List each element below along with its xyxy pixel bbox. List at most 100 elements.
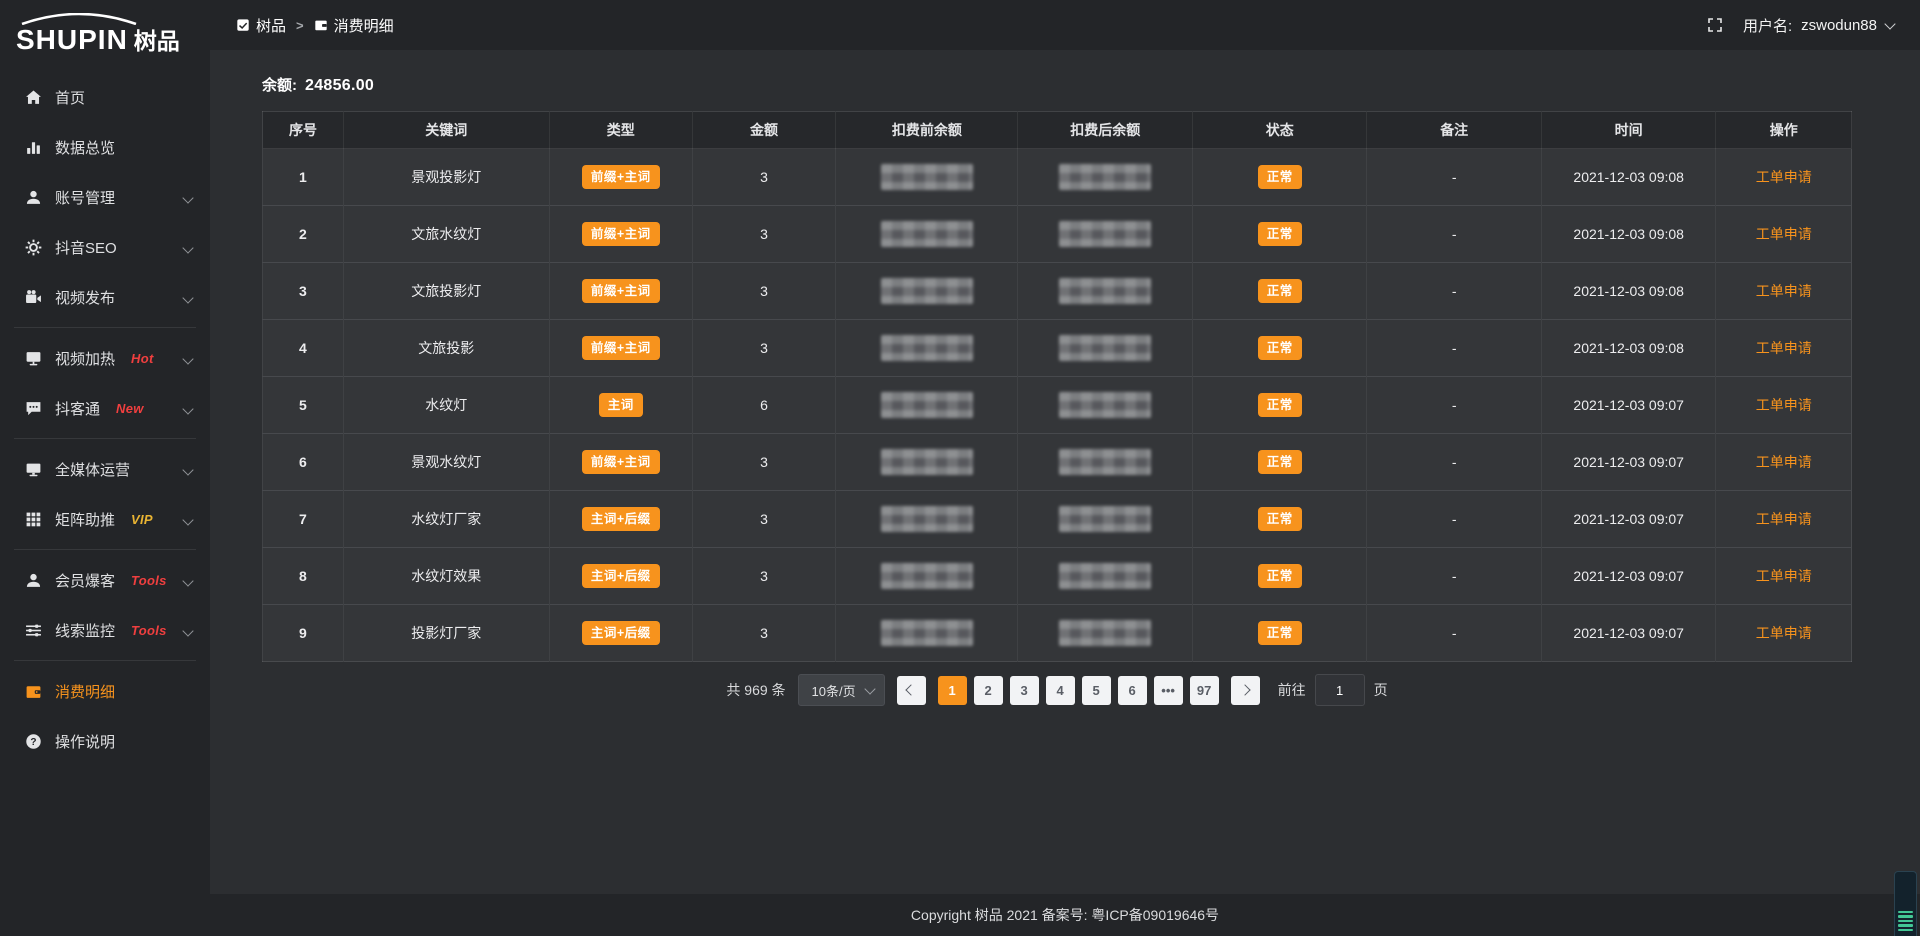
row-keyword: 文旅投影灯 [343, 262, 550, 320]
sidebar-item-doukertong[interactable]: 抖客通 New [0, 383, 210, 433]
prev-page-button[interactable] [896, 675, 926, 705]
column-header: 金额 [692, 111, 837, 149]
row-amount: 3 [692, 262, 837, 320]
ticket-request-link[interactable]: 工单申请 [1755, 625, 1812, 641]
row-keyword: 景观水纹灯 [343, 433, 550, 491]
table-row: 6 景观水纹灯 前缀+主词 3 正常 - 2021-12-03 09:07 工单… [262, 433, 1852, 491]
row-amount: 3 [692, 490, 837, 548]
type-badge: 前缀+主词 [581, 164, 660, 190]
sidebar-item-matrix-boost[interactable]: 矩阵助推 VIP [0, 494, 210, 544]
status-badge: 正常 [1257, 620, 1302, 646]
tools-badge: Tools [131, 622, 167, 638]
redacted-balance-before [880, 335, 973, 361]
redacted-balance-after [1059, 392, 1152, 418]
row-amount: 3 [692, 604, 837, 662]
ticket-request-link[interactable]: 工单申请 [1755, 397, 1812, 413]
row-remark: - [1366, 205, 1542, 263]
goto-page-input[interactable] [1314, 674, 1365, 706]
balance-label: 余额: [262, 77, 297, 94]
row-index: 3 [262, 262, 344, 320]
sidebar-item-label: 首页 [55, 89, 86, 107]
type-badge: 前缀+主词 [581, 278, 660, 304]
ticket-request-link[interactable]: 工单申请 [1755, 454, 1812, 470]
page-button-5[interactable]: 5 [1081, 675, 1111, 705]
ticket-request-link[interactable]: 工单申请 [1755, 283, 1812, 299]
vip-badge: VIP [131, 511, 153, 527]
sidebar-item-instructions[interactable]: ? 操作说明 [0, 716, 210, 766]
sidebar-item-lead-monitor[interactable]: 线索监控 Tools [0, 605, 210, 655]
screen-icon [24, 349, 42, 367]
type-badge: 前缀+主词 [581, 335, 660, 361]
logo: SHUPIN 树品 [0, 0, 210, 60]
grid-icon [24, 510, 42, 528]
row-remark: - [1366, 433, 1542, 491]
ticket-request-link[interactable]: 工单申请 [1755, 568, 1812, 584]
sidebar-item-data-overview[interactable]: 数据总览 [0, 122, 210, 172]
redacted-balance-before [880, 449, 973, 475]
breadcrumb-home[interactable]: 树品 [236, 15, 286, 36]
page-button-3[interactable]: 3 [1009, 675, 1039, 705]
user-menu[interactable]: 用户名: zswodun88 [1743, 15, 1896, 36]
status-badge: 正常 [1257, 278, 1302, 304]
table-header-row: 序号 关键词 类型 金额 扣费前余额 扣费后余额 状态 备注 时间 操作 [262, 111, 1852, 149]
page-button-•••[interactable]: ••• [1153, 675, 1183, 705]
ticket-request-link[interactable]: 工单申请 [1755, 511, 1812, 527]
row-amount: 3 [692, 319, 837, 377]
row-keyword: 景观投影灯 [343, 148, 550, 206]
ticket-request-link[interactable]: 工单申请 [1755, 169, 1812, 185]
sidebar-item-all-media[interactable]: 全媒体运营 [0, 444, 210, 494]
chevron-down-icon [863, 683, 876, 695]
sidebar-item-douyin-seo[interactable]: 抖音SEO [0, 222, 210, 272]
breadcrumb-separator: > [296, 17, 304, 33]
chevron-down-icon [1884, 17, 1896, 30]
brand-name: SHUPIN [16, 24, 128, 55]
sidebar-item-home[interactable]: 首页 [0, 72, 210, 122]
sidebar-item-label: 线索监控 [55, 622, 116, 640]
page-button-6[interactable]: 6 [1117, 675, 1147, 705]
sidebar-item-member-burst[interactable]: 会员爆客 Tools [0, 555, 210, 605]
redacted-balance-before [880, 278, 973, 304]
content: 余额: 24856.00 序号 关键词 类型 金额 扣费前余额 扣费后余额 状态 备注 时间 操作 … [210, 50, 1920, 894]
row-remark: - [1366, 262, 1542, 320]
wallet-icon [314, 18, 328, 32]
sidebar-divider [14, 660, 196, 661]
sidebar-item-label: 账号管理 [55, 189, 116, 207]
next-page-button[interactable] [1230, 675, 1260, 705]
ticket-request-link[interactable]: 工单申请 [1755, 340, 1812, 356]
sidebar-item-account[interactable]: 账号管理 [0, 172, 210, 222]
table-row: 3 文旅投影灯 前缀+主词 3 正常 - 2021-12-03 09:08 工单… [262, 262, 1852, 320]
row-time: 2021-12-03 09:08 [1541, 148, 1717, 206]
copyright-text: Copyright 树品 2021 备案号: 粤ICP备09019646号 [910, 907, 1220, 923]
table-row: 4 文旅投影 前缀+主词 3 正常 - 2021-12-03 09:08 工单申… [262, 319, 1852, 377]
chevron-down-icon [182, 289, 194, 306]
chevron-left-icon [905, 684, 917, 696]
sliders-icon [24, 621, 42, 639]
page-button-4[interactable]: 4 [1045, 675, 1075, 705]
widget-stripes-icon [1898, 910, 1913, 931]
breadcrumb-current[interactable]: 消费明细 [314, 15, 394, 36]
page-size-select[interactable]: 10条/页 [797, 674, 885, 706]
row-amount: 3 [692, 433, 837, 491]
breadcrumb-label: 消费明细 [333, 17, 394, 35]
fullscreen-icon[interactable] [1707, 17, 1723, 33]
page-button-1[interactable]: 1 [937, 675, 967, 705]
floating-widget[interactable] [1894, 871, 1917, 936]
total-count: 共 969 条 [726, 682, 786, 698]
sidebar-nav: 首页 数据总览 账号管理 抖音SEO 视频发布 [0, 60, 210, 766]
page-button-97[interactable]: 97 [1189, 675, 1219, 705]
row-amount: 3 [692, 547, 837, 605]
sidebar-item-consumption-detail[interactable]: 消费明细 [0, 666, 210, 716]
redacted-balance-before [880, 620, 973, 646]
row-remark: - [1366, 319, 1542, 377]
row-time: 2021-12-03 09:08 [1541, 205, 1717, 263]
table-body: 1 景观投影灯 前缀+主词 3 正常 - 2021-12-03 09:08 工单… [262, 148, 1852, 662]
row-index: 9 [262, 604, 344, 662]
page-button-2[interactable]: 2 [973, 675, 1003, 705]
chevron-down-icon [182, 350, 194, 367]
sidebar-item-label: 操作说明 [55, 733, 116, 751]
row-remark: - [1366, 604, 1542, 662]
sidebar-item-video-heat[interactable]: 视频加热 Hot [0, 333, 210, 383]
ticket-request-link[interactable]: 工单申请 [1755, 226, 1812, 242]
chat-icon [24, 399, 42, 417]
sidebar-item-video-publish[interactable]: 视频发布 [0, 272, 210, 322]
